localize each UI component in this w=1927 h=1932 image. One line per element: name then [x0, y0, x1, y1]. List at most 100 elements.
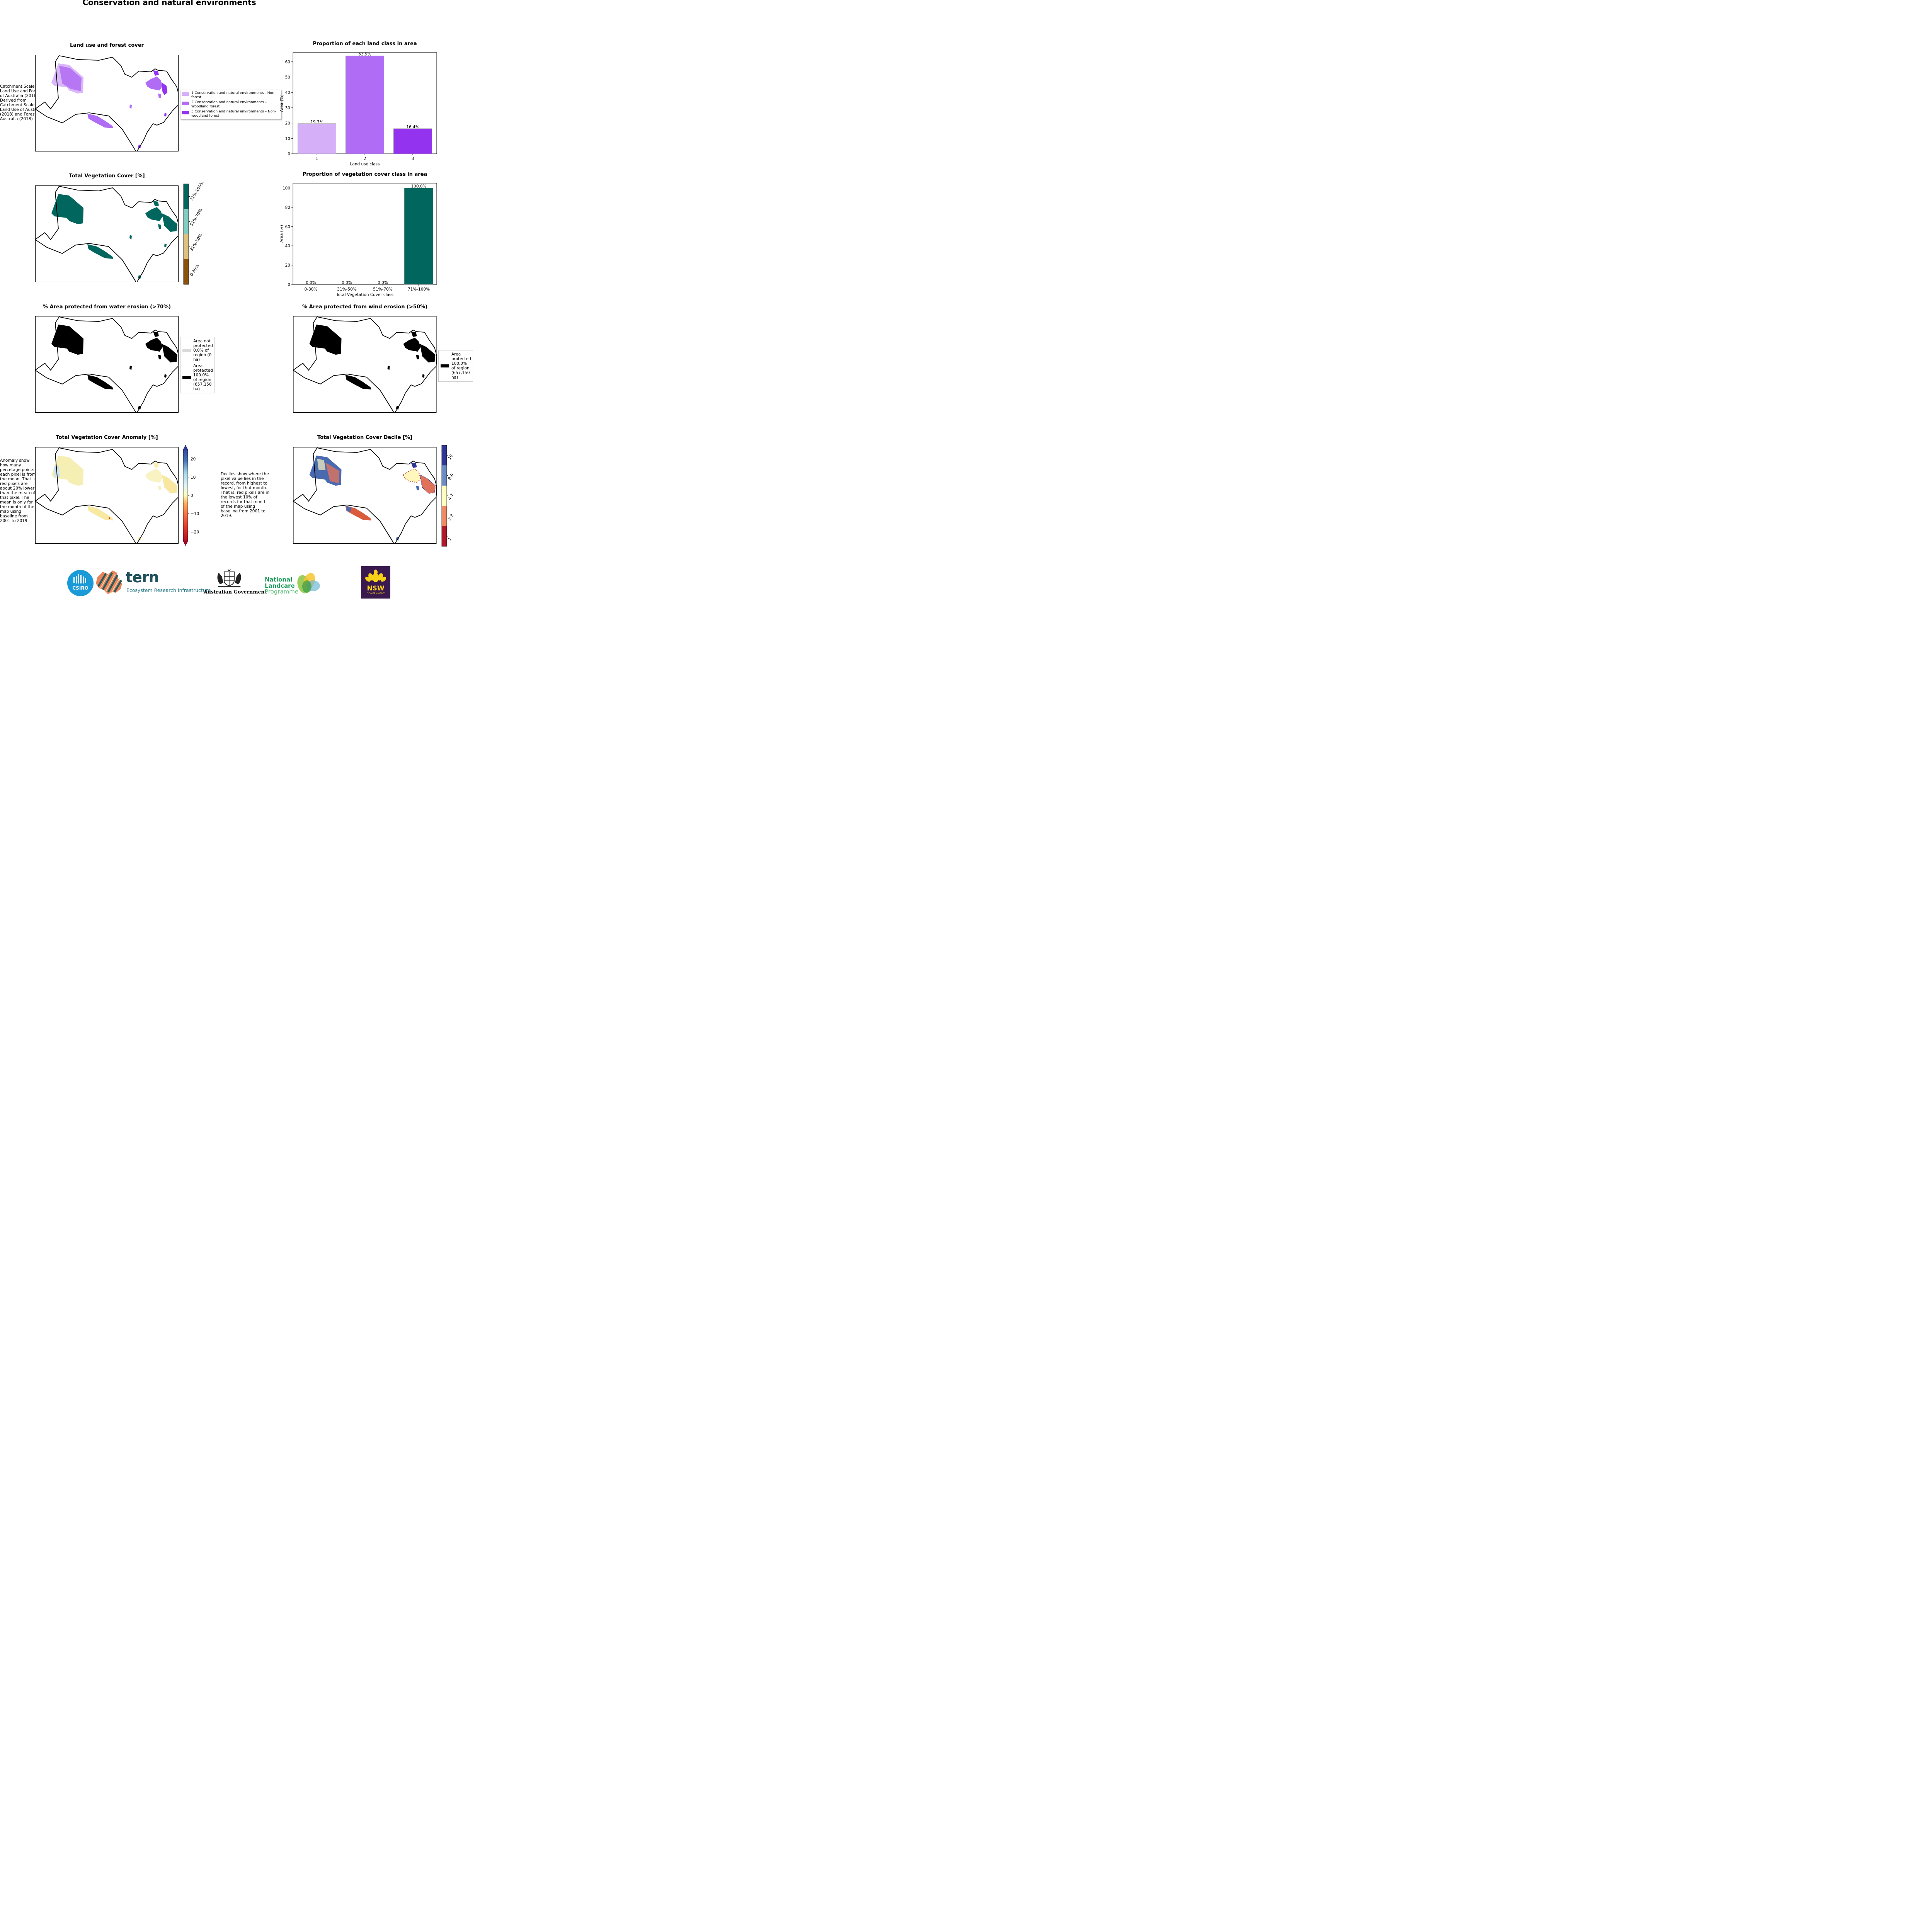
land-class-bar-chart: 0 10 20 30 40 50 60 19.7% 1 63.9% 2 16.4% 3 Land use … [279, 52, 437, 167]
x-tick-label: 1 [316, 156, 318, 161]
colorbar-label: 20 [191, 457, 196, 462]
anomaly-side-note: Anomaly show how many percetage points e… [0, 458, 37, 523]
y-tick-label: 20 [285, 263, 290, 268]
colorbar-label: 0 [191, 493, 193, 498]
nlp-line1: National [265, 576, 293, 583]
decile-colorbar: 1 2-3 4-7 8-9 10 [441, 445, 455, 547]
nsw-logo: NSW GOVERNMENT [361, 566, 390, 599]
x-tick-label: 3 [412, 156, 414, 161]
bar-value-label: 0.0% [306, 281, 316, 285]
x-axis-label: Land use class [350, 162, 380, 167]
anomaly-map [35, 447, 179, 544]
x-axis-label: Total Vegetation Cover class [336, 293, 393, 297]
tern-name: tern [126, 569, 159, 586]
land-use-areas [51, 63, 167, 148]
y-tick-label: 40 [285, 244, 290, 248]
coat-of-arms-icon [217, 569, 241, 587]
y-tick-label: 20 [285, 121, 290, 126]
nsw-text: NSW [367, 585, 385, 592]
vegetation-chart-title: Proportion of vegetation cover class in … [302, 172, 427, 177]
y-tick-label: 10 [285, 136, 290, 141]
bar [298, 123, 336, 154]
legend-item: 2 Conservation and natural environments … [182, 100, 279, 109]
aus-gov-text: Australian Government [204, 589, 267, 595]
x-tick-label: 2 [364, 156, 366, 161]
tern-subtitle: Ecosystem Research Infrastructure [126, 587, 211, 593]
legend-item: 3 Conservation and natural environments … [182, 110, 279, 118]
decile-side-note: Deciles show where the pixel value lies … [221, 472, 270, 518]
y-tick-label: 100 [283, 186, 290, 190]
legend-item: Area protected 100.0% of region (657,150… [182, 364, 213, 391]
legend-swatch [182, 102, 189, 105]
water-erosion-map [35, 316, 179, 413]
colorbar-frame [183, 184, 189, 285]
colorbar-segment [184, 234, 189, 259]
colorbar-label: −10 [191, 512, 199, 516]
colorbar-segment [442, 526, 447, 546]
tern-map-logo [96, 570, 123, 594]
colorbar-label: 31%-50% [189, 233, 203, 252]
csiro-text: CSIRO [72, 585, 89, 591]
bar [404, 188, 433, 285]
colorbar-label: 4-7 [447, 493, 455, 501]
y-tick-label: 60 [285, 224, 290, 229]
bar-value-label: 19.7% [310, 120, 323, 124]
landcare-leaves-icon [297, 573, 320, 594]
colorbar-segment [442, 465, 447, 486]
legend-swatch [182, 349, 191, 352]
legend-swatch [182, 92, 189, 96]
y-tick-label: 50 [285, 75, 290, 80]
bar-value-label: 16.4% [406, 125, 419, 129]
bar-value-label: 63.9% [358, 52, 371, 56]
wind-erosion-map-title: % Area protected from wind erosion (>50%… [302, 304, 427, 310]
legend-label: 3 Conservation and natural environments … [191, 110, 276, 118]
wind-erosion-map [293, 316, 437, 413]
csiro-logo: CSIRO [67, 570, 94, 596]
colorbar-label: 2-3 [447, 513, 455, 521]
bar-value-label: 0.0% [378, 281, 388, 285]
vegetation-areas [51, 194, 177, 279]
colorbar-segment [184, 184, 189, 209]
land-use-map [35, 55, 179, 151]
y-tick-label: 30 [285, 106, 290, 111]
bar-value-label: 100.0% [411, 184, 426, 189]
legend-label: 1 Conservation and natural environments … [191, 91, 276, 99]
vegetation-colorbar: 0-30% 31%-50% 51%-70% 71%-100% [183, 182, 205, 285]
decile-map [293, 447, 437, 544]
x-tick-label: 0-30% [305, 287, 318, 292]
colorbar-label: 10 [191, 475, 196, 480]
x-tick-label: 71%-100% [408, 287, 430, 292]
decile-areas [309, 456, 436, 541]
legend-swatch [182, 111, 189, 114]
wind-erosion-legend: Area protected 100.0% of region (657,150… [438, 350, 473, 382]
anomaly-colorbar: 20 10 0 −10 −20 [183, 445, 199, 546]
bar [393, 128, 432, 154]
anomaly-areas [51, 456, 177, 541]
colorbar-segment [184, 259, 189, 284]
legend-item: Area not protected 0.0% of region (0 ha) [182, 339, 213, 362]
nlp-line2: Landcare [265, 582, 295, 589]
vegetation-class-bar-chart: 0 20 40 60 80 100 0.0% 0-30% 0.0% 31%-50% 0.0% 51%-… [279, 183, 437, 297]
y-tick-label: 60 [285, 60, 290, 65]
y-tick-label: 40 [285, 90, 290, 95]
colorbar-segment [184, 209, 189, 234]
colorbar-label: 0-30% [189, 264, 200, 277]
nlp-line3: Programme [265, 588, 299, 595]
water-erosion-legend: Area not protected 0.0% of region (0 ha)… [180, 337, 215, 393]
y-tick-label: 0 [288, 152, 290, 156]
land-class-chart-title: Proportion of each land class in area [313, 41, 417, 47]
bar-value-label: 0.0% [342, 281, 352, 285]
legend-label: Area protected 100.0% of region (657,150… [451, 352, 471, 380]
y-tick-label: 0 [288, 282, 290, 287]
legend-label: 2 Conservation and natural environments … [191, 100, 267, 109]
nsw-subtext: GOVERNMENT [366, 592, 385, 595]
colorbar-label: 1 [447, 537, 453, 541]
waratah-icon [365, 570, 386, 582]
legend-item: Area protected 100.0% of region (657,150… [441, 352, 471, 380]
colorbar-label: −20 [191, 530, 199, 534]
land-use-map-title: Land use and forest cover [70, 43, 144, 48]
legend-label: Area not protected 0.0% of region (0 ha) [193, 339, 213, 362]
land-use-side-note: Catchment Scale Land Use and Forests of … [0, 84, 44, 121]
legend-swatch [182, 376, 191, 379]
y-tick-label: 80 [285, 205, 290, 210]
